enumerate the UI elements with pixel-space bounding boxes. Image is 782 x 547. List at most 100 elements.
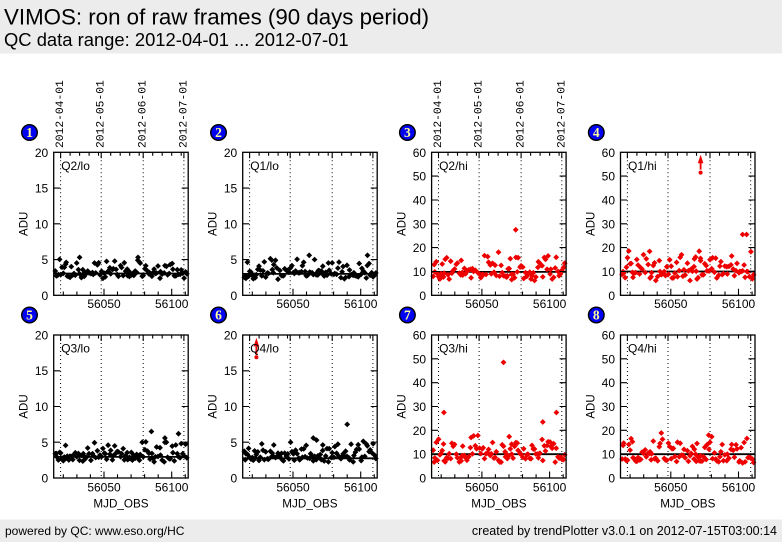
svg-text:56050: 56050 — [465, 297, 499, 311]
svg-text:56100: 56100 — [533, 297, 567, 311]
svg-text:20: 20 — [602, 241, 616, 255]
svg-text:6: 6 — [215, 307, 222, 322]
svg-text:Q1/lo: Q1/lo — [250, 159, 279, 173]
svg-text:MJD_OBS: MJD_OBS — [93, 498, 148, 511]
svg-text:5: 5 — [26, 307, 33, 322]
svg-text:Q4/hi: Q4/hi — [628, 342, 657, 356]
svg-text:56050: 56050 — [654, 297, 688, 311]
svg-text:20: 20 — [224, 146, 238, 160]
svg-text:2012-07-01: 2012-07-01 — [178, 80, 190, 148]
svg-text:7: 7 — [404, 307, 411, 322]
svg-text:Q2/hi: Q2/hi — [439, 159, 468, 173]
svg-text:60: 60 — [413, 146, 427, 160]
svg-text:20: 20 — [602, 424, 616, 438]
svg-text:10: 10 — [35, 217, 49, 231]
svg-text:2012-06-01: 2012-06-01 — [516, 80, 528, 148]
svg-text:60: 60 — [602, 329, 616, 343]
svg-text:0: 0 — [608, 289, 615, 303]
svg-text:56050: 56050 — [465, 481, 499, 495]
svg-text:Q1/hi: Q1/hi — [628, 159, 657, 173]
svg-text:20: 20 — [413, 424, 427, 438]
svg-text:10: 10 — [224, 217, 238, 231]
svg-text:56050: 56050 — [276, 481, 310, 495]
svg-text:MJD_OBS: MJD_OBS — [660, 498, 715, 511]
svg-text:2012-06-01: 2012-06-01 — [138, 80, 150, 148]
svg-text:15: 15 — [224, 182, 238, 196]
svg-text:ADU: ADU — [208, 394, 220, 418]
svg-text:0: 0 — [42, 289, 49, 303]
svg-text:ADU: ADU — [585, 212, 597, 236]
svg-text:15: 15 — [35, 182, 49, 196]
svg-text:60: 60 — [413, 329, 427, 343]
svg-text:4: 4 — [593, 125, 600, 140]
svg-text:5: 5 — [231, 436, 238, 450]
svg-text:50: 50 — [602, 170, 616, 184]
svg-text:Q3/lo: Q3/lo — [61, 342, 90, 356]
svg-text:2012-04-01: 2012-04-01 — [433, 80, 445, 148]
svg-text:2012-05-01: 2012-05-01 — [474, 80, 486, 148]
svg-text:MJD_OBS: MJD_OBS — [282, 498, 337, 511]
svg-text:10: 10 — [413, 448, 427, 462]
svg-text:56050: 56050 — [87, 297, 121, 311]
svg-text:56100: 56100 — [722, 481, 756, 495]
svg-text:0: 0 — [231, 289, 238, 303]
svg-text:5: 5 — [42, 253, 49, 267]
svg-text:Q3/hi: Q3/hi — [439, 342, 468, 356]
svg-text:Q4/lo: Q4/lo — [250, 342, 279, 356]
svg-text:30: 30 — [602, 217, 616, 231]
svg-text:ADU: ADU — [396, 394, 408, 418]
svg-text:ADU: ADU — [19, 212, 31, 236]
svg-text:ADU: ADU — [585, 394, 597, 418]
svg-text:20: 20 — [35, 146, 49, 160]
svg-text:0: 0 — [419, 472, 426, 486]
svg-text:30: 30 — [413, 217, 427, 231]
svg-text:ADU: ADU — [396, 212, 408, 236]
svg-text:0: 0 — [42, 472, 49, 486]
svg-text:56050: 56050 — [276, 297, 310, 311]
svg-text:QC data range: 2012-04-01 ...: QC data range: 2012-04-01 ... 2012-07-01 — [4, 29, 349, 50]
svg-text:10: 10 — [602, 265, 616, 279]
svg-text:MJD_OBS: MJD_OBS — [471, 498, 526, 511]
svg-text:56100: 56100 — [344, 481, 378, 495]
svg-text:powered by QC: www.eso.org/HC: powered by QC: www.eso.org/HC — [5, 524, 185, 538]
svg-text:10: 10 — [602, 448, 616, 462]
svg-text:VIMOS: ron of raw frames (90 d: VIMOS: ron of raw frames (90 days period… — [4, 5, 429, 30]
svg-text:created by trendPlotter v3.0.1: created by trendPlotter v3.0.1 on 2012-0… — [472, 524, 777, 538]
svg-text:20: 20 — [413, 241, 427, 255]
svg-text:ADU: ADU — [208, 212, 220, 236]
svg-text:10: 10 — [35, 400, 49, 414]
svg-text:2: 2 — [215, 125, 222, 140]
svg-text:ADU: ADU — [19, 394, 31, 418]
svg-text:30: 30 — [602, 400, 616, 414]
svg-text:0: 0 — [608, 472, 615, 486]
svg-text:60: 60 — [602, 146, 616, 160]
svg-text:40: 40 — [602, 194, 616, 208]
svg-text:20: 20 — [35, 329, 49, 343]
svg-text:56100: 56100 — [722, 297, 756, 311]
svg-text:10: 10 — [413, 265, 427, 279]
svg-text:50: 50 — [413, 170, 427, 184]
svg-text:8: 8 — [593, 307, 600, 322]
svg-text:0: 0 — [419, 289, 426, 303]
svg-text:20: 20 — [224, 329, 238, 343]
svg-text:56100: 56100 — [344, 297, 378, 311]
svg-text:56100: 56100 — [155, 481, 189, 495]
svg-text:56100: 56100 — [533, 481, 567, 495]
svg-text:2012-04-01: 2012-04-01 — [55, 80, 67, 148]
svg-text:56050: 56050 — [87, 481, 121, 495]
svg-text:50: 50 — [602, 352, 616, 366]
svg-text:5: 5 — [42, 436, 49, 450]
svg-text:0: 0 — [231, 472, 238, 486]
svg-text:2012-07-01: 2012-07-01 — [556, 80, 568, 148]
svg-text:30: 30 — [413, 400, 427, 414]
svg-text:56100: 56100 — [155, 297, 189, 311]
svg-text:40: 40 — [602, 376, 616, 390]
svg-text:56050: 56050 — [654, 481, 688, 495]
svg-text:Q2/lo: Q2/lo — [61, 159, 90, 173]
svg-text:15: 15 — [35, 364, 49, 378]
svg-text:50: 50 — [413, 352, 427, 366]
svg-text:10: 10 — [224, 400, 238, 414]
svg-text:40: 40 — [413, 376, 427, 390]
svg-text:15: 15 — [224, 364, 238, 378]
svg-text:40: 40 — [413, 194, 427, 208]
